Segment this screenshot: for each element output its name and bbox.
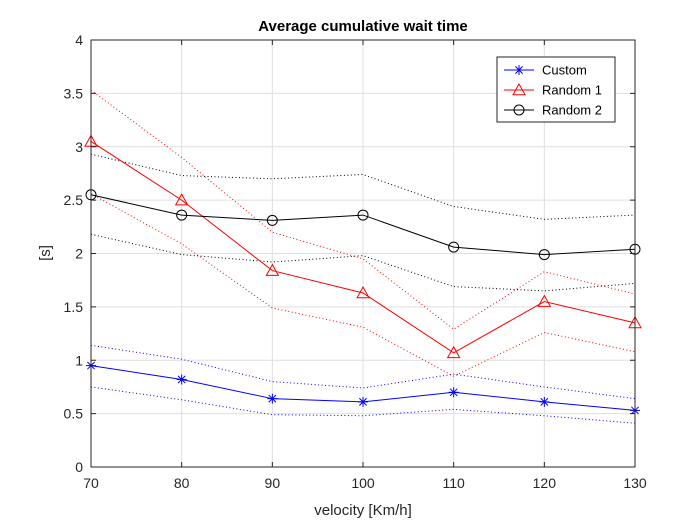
custom-data-point <box>448 387 459 398</box>
random-1-lower-bound-line <box>90 193 636 377</box>
y-tick-label: 3 <box>75 139 83 155</box>
random-1-upper-bound-line <box>90 89 636 330</box>
random-2-data-point <box>538 249 550 261</box>
random-2-data-point <box>357 209 369 221</box>
y-axis-label: [s] <box>37 245 54 261</box>
legend-marker-random-1 <box>512 82 526 96</box>
y-tick-label: 0 <box>75 459 83 475</box>
random-1-data-point <box>356 285 370 299</box>
random-1-data-point <box>446 345 461 359</box>
legend-label-custom: Custom <box>542 63 587 78</box>
x-axis-label: velocity [Km/h] <box>314 502 412 519</box>
y-tick-label: 2.5 <box>64 192 84 208</box>
chart-title: Average cumulative wait time <box>258 18 468 35</box>
x-tick-label: 120 <box>533 475 557 491</box>
x-tick-label: 100 <box>351 475 375 491</box>
random-2-upper-bound-line <box>90 153 636 220</box>
random-2-data-point <box>448 241 460 253</box>
legend: Custom Random 1 Random 2 <box>496 56 616 123</box>
y-tick-label: 1.5 <box>64 299 84 315</box>
custom-data-point <box>267 393 278 404</box>
axis-ticks: 70 80 90 100 110 120 130 0 0.5 1 1.5 2 2.5 3 3.5 4 <box>64 32 647 491</box>
custom-data-point <box>539 396 550 407</box>
y-tick-label: 1 <box>75 352 83 368</box>
legend-label-random-2: Random 2 <box>542 103 602 118</box>
legend-marker-random-2 <box>513 104 525 116</box>
random-2-data-point <box>176 209 188 221</box>
random-1-data-point <box>174 193 189 206</box>
grid-lines <box>91 40 635 467</box>
y-tick-label: 0.5 <box>64 406 84 422</box>
custom-upper-bound-line <box>90 344 636 400</box>
y-tick-label: 4 <box>75 32 83 48</box>
random-2-series-line <box>90 194 636 256</box>
random-1-series-line <box>90 140 636 354</box>
custom-lower-bound-line <box>90 386 636 424</box>
bound-lines <box>90 89 636 424</box>
random-1-data-point <box>537 294 552 307</box>
legend-marker-custom <box>514 65 524 75</box>
x-tick-label: 110 <box>443 475 466 491</box>
x-tick-label: 80 <box>174 475 190 491</box>
legend-label-random-1: Random 1 <box>542 83 602 98</box>
custom-data-point <box>358 396 368 407</box>
y-tick-label: 2 <box>75 246 83 262</box>
random-2-data-point <box>266 214 278 226</box>
random-1-data-point <box>265 263 280 276</box>
x-tick-label: 90 <box>265 475 281 491</box>
x-tick-label: 70 <box>83 475 99 491</box>
custom-data-point <box>176 374 187 385</box>
x-tick-label: 130 <box>623 475 647 491</box>
y-tick-label: 3.5 <box>64 85 84 101</box>
